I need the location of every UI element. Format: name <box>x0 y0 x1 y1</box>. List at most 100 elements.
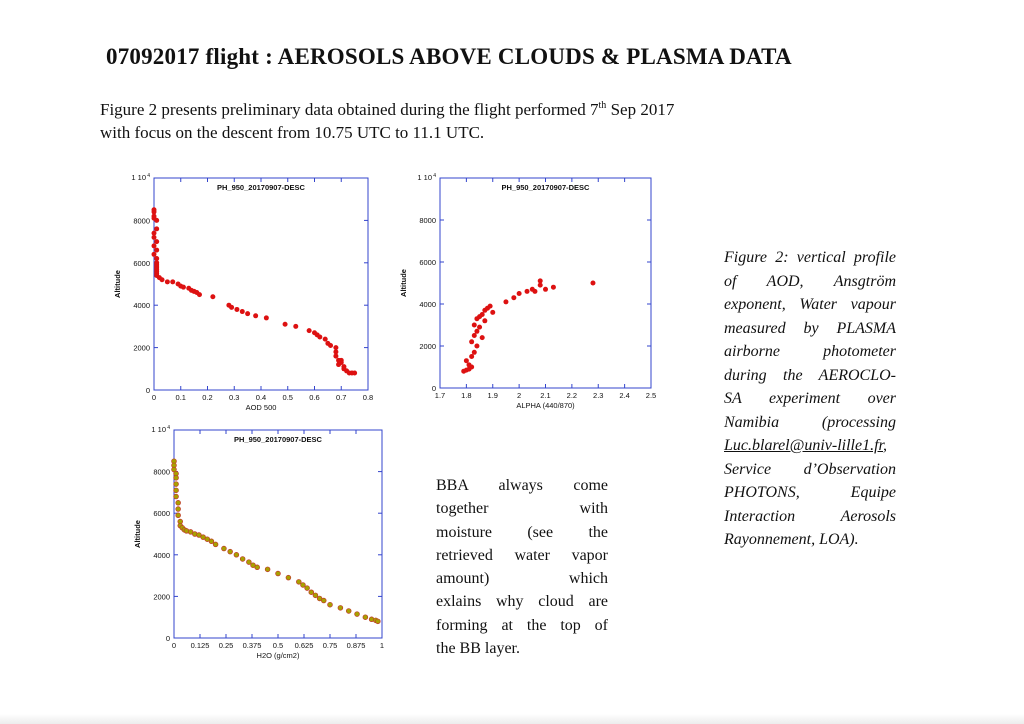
h2o-data-point <box>175 506 181 512</box>
email-link-suffix: , <box>883 437 887 454</box>
y-axis-label: Altitude <box>399 269 408 297</box>
y-top-tick-label: 1 10 <box>131 173 146 182</box>
h2o-data-point <box>246 559 252 565</box>
y-tick-label: 4000 <box>153 551 170 560</box>
x-tick-label: 0.875 <box>347 641 366 650</box>
y-tick-label: 2000 <box>153 592 170 601</box>
x-tick-label: 0.8 <box>363 393 373 402</box>
aod-profile-svg: PH_950_20170907-DESC 0 0.1 0.2 0.3 0.4 0.5 0.6 0… <box>113 173 373 412</box>
y-tick-label: 0 <box>166 634 170 643</box>
alpha-data-point <box>474 328 480 334</box>
alpha-data-point <box>471 349 477 355</box>
caption-line: SA experiment over <box>724 390 896 407</box>
y-tick-label: 6000 <box>153 509 170 518</box>
aod-data-point <box>154 217 160 223</box>
aod-data-point <box>154 226 160 232</box>
figure-caption: Figure 2: vertical profile of AOD, Ansgtr… <box>724 246 896 552</box>
x-tick-label: 0 <box>152 393 156 402</box>
x-tick-label: 0.375 <box>243 641 262 650</box>
caption-line: Interaction Aerosols <box>724 507 896 525</box>
x-tick-label: 1.8 <box>461 391 471 400</box>
h2o-data-point <box>221 545 227 552</box>
aod-data-point <box>234 306 240 312</box>
x-tick-label: 2.4 <box>619 391 629 400</box>
email-link[interactable]: Luc.blarel@univ-lille1.fr <box>724 437 883 454</box>
alpha-data-point <box>537 278 543 284</box>
aod-data-point <box>333 345 339 351</box>
h2o-data-point <box>239 556 246 562</box>
aod-data-point <box>239 309 245 315</box>
aod-data-point <box>322 336 328 342</box>
caption-line: during the AEROCLO- <box>724 366 896 384</box>
h2o-data-point <box>327 601 333 608</box>
aod-data-point <box>164 279 170 285</box>
h2o-data-point <box>285 574 292 581</box>
y-axis-label: Altitude <box>113 270 122 298</box>
note-line: amount) which <box>436 570 608 588</box>
y-tick-label: 0 <box>146 386 150 395</box>
intro-text-2: Sep 2017 <box>606 100 675 119</box>
note-line: the BB layer. <box>436 640 520 658</box>
alpha-data-point <box>516 291 522 296</box>
aod-data-point <box>210 294 216 300</box>
aod-data-point <box>245 311 251 317</box>
h2o-plot-frame <box>173 429 383 639</box>
observation-note: BBA always come together with moisture (se… <box>436 474 608 660</box>
x-tick-label: 2.5 <box>646 391 656 400</box>
aod-data-point <box>170 279 176 285</box>
caption-link-line: Luc.blarel@univ-lille1.fr, <box>724 434 896 458</box>
y-top-tick-exponent: 4 <box>433 173 436 179</box>
alpha-data-point <box>463 358 469 364</box>
x-axis-label: H2O (g/cm2) <box>257 651 300 660</box>
y-tick-label: 4000 <box>133 301 150 310</box>
h2o-profile-svg: PH_950_20170907-DESC 0 0.125 0.25 0.375 0.5 0.… <box>133 425 384 660</box>
x-tick-label: 0.1 <box>176 393 186 402</box>
y-tick-label: 2000 <box>419 342 436 351</box>
x-tick-label: 2.1 <box>540 391 550 400</box>
h2o-data-point <box>212 541 219 548</box>
y-axis-label: Altitude <box>133 520 142 548</box>
y-tick-label: 6000 <box>419 258 436 267</box>
aod-data-point <box>317 334 323 340</box>
caption-line: measured by PLASMA <box>724 319 896 337</box>
h2o-data-point <box>321 597 327 604</box>
x-axis-label: AOD 500 <box>246 403 277 412</box>
intro-text-1: Figure 2 presents preliminary data obtai… <box>100 100 599 119</box>
h2o-data-point <box>173 481 179 487</box>
y-tick-label: 8000 <box>153 468 170 477</box>
aod-data-point <box>151 209 157 215</box>
alpha-data-point <box>471 322 477 328</box>
page-title: 07092017 flight : AEROSOLS ABOVE CLOUDS … <box>106 44 792 69</box>
y-tick-label: 8000 <box>419 216 436 225</box>
x-tick-label: 0.5 <box>273 641 283 650</box>
h2o-data-point <box>173 487 179 494</box>
caption-line: Namibia (processing <box>724 413 896 431</box>
intro-superscript: th <box>598 100 607 111</box>
h2o-data-point <box>337 605 344 611</box>
aod-data-point <box>159 277 165 283</box>
x-tick-label: 0.3 <box>229 393 239 402</box>
x-tick-label: 0.625 <box>295 641 314 650</box>
h2o-data-point <box>264 566 271 573</box>
note-line: moisture (see the <box>436 523 608 541</box>
intro-line-1: Figure 2 presents preliminary data obtai… <box>100 98 800 121</box>
aod-data-point <box>154 247 160 253</box>
h2o-data-point <box>254 564 260 571</box>
alpha-data-point <box>490 309 496 315</box>
h2o-profile-chart: PH_950_20170907-DESC 0 0.125 0.25 0.375 0.5 0.… <box>128 420 398 670</box>
note-line: BBA always come <box>436 477 608 494</box>
alpha-data-point <box>529 286 535 292</box>
aod-data-point <box>328 342 334 348</box>
x-tick-label: 0.4 <box>256 393 266 402</box>
h2o-data-point <box>312 592 319 599</box>
h2o-data-point <box>173 475 179 481</box>
alpha-data-point <box>537 282 543 288</box>
alpha-data-point <box>471 333 477 338</box>
h2o-data-point <box>354 611 360 617</box>
aod-data-point <box>333 353 339 359</box>
x-tick-label: 0.7 <box>336 393 346 402</box>
h2o-data-point <box>308 589 315 595</box>
alpha-data-point <box>482 318 488 324</box>
y-tick-label: 8000 <box>133 216 150 225</box>
alpha-data-point <box>469 354 475 359</box>
